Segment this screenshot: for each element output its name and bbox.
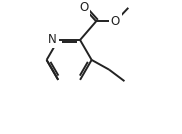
Text: N: N [48,34,57,46]
Text: O: O [111,15,120,28]
Text: O: O [79,1,89,14]
